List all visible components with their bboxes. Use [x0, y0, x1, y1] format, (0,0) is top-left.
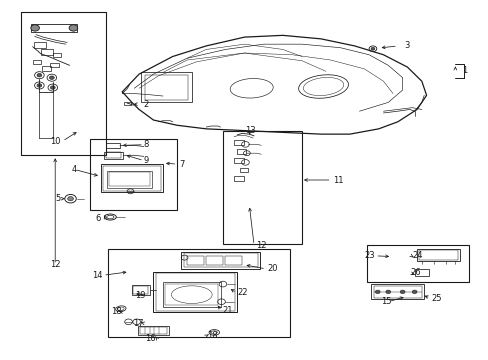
Bar — [416, 249, 459, 261]
Bar — [109, 172, 150, 186]
Text: 3: 3 — [404, 41, 409, 50]
Bar — [239, 168, 248, 172]
Bar — [373, 286, 421, 298]
Text: 6: 6 — [96, 214, 101, 223]
Text: 20: 20 — [266, 264, 277, 273]
Bar — [108, 249, 289, 337]
Text: 16: 16 — [144, 334, 155, 343]
Bar — [206, 256, 223, 265]
Text: 17: 17 — [133, 319, 143, 328]
Circle shape — [69, 25, 78, 31]
Bar — [233, 176, 243, 181]
Text: 19: 19 — [135, 291, 145, 300]
Circle shape — [385, 290, 390, 294]
Text: 12: 12 — [256, 241, 266, 250]
Bar — [141, 72, 191, 102]
Circle shape — [37, 84, 41, 87]
Bar — [183, 253, 257, 267]
Bar — [132, 285, 150, 294]
Circle shape — [49, 76, 54, 80]
Bar — [34, 42, 45, 48]
Circle shape — [375, 290, 379, 294]
Circle shape — [50, 86, 55, 89]
Bar — [42, 66, 51, 71]
Bar — [50, 63, 59, 67]
Text: 15: 15 — [381, 297, 391, 306]
Circle shape — [399, 290, 404, 294]
Text: 22: 22 — [237, 288, 248, 297]
Text: 10: 10 — [50, 137, 61, 146]
Bar — [105, 143, 120, 148]
Bar — [41, 49, 53, 55]
Bar — [414, 269, 428, 276]
Bar — [20, 13, 105, 155]
Bar — [371, 284, 424, 299]
Text: 25: 25 — [430, 294, 441, 303]
Bar — [105, 153, 121, 158]
Bar — [101, 164, 163, 192]
Bar — [133, 286, 147, 294]
Bar — [233, 140, 243, 145]
Circle shape — [370, 48, 374, 50]
Bar — [223, 131, 302, 243]
Bar — [31, 24, 77, 32]
Text: 14: 14 — [91, 271, 102, 280]
Bar — [225, 256, 242, 265]
Text: 2: 2 — [143, 100, 148, 109]
Bar — [153, 272, 237, 312]
Bar — [140, 328, 167, 334]
Bar — [144, 75, 188, 100]
Text: 7: 7 — [179, 159, 184, 168]
Text: 5: 5 — [55, 194, 60, 203]
Bar — [181, 252, 260, 269]
Text: 9: 9 — [143, 156, 148, 165]
Bar — [237, 149, 245, 154]
Bar — [163, 282, 220, 307]
Bar — [53, 53, 61, 57]
Text: 4: 4 — [72, 165, 77, 174]
Bar — [419, 250, 457, 260]
Bar — [366, 245, 468, 282]
Text: 23: 23 — [364, 251, 375, 260]
Bar — [165, 284, 218, 305]
Text: 11: 11 — [332, 176, 343, 185]
Bar — [33, 60, 41, 64]
Bar — [107, 171, 152, 188]
Text: 18: 18 — [110, 307, 121, 316]
Text: 21: 21 — [222, 306, 232, 315]
Circle shape — [37, 73, 41, 77]
Text: 1: 1 — [461, 66, 467, 75]
Bar — [138, 326, 169, 335]
Bar — [123, 102, 131, 105]
Text: 24: 24 — [412, 251, 422, 260]
Text: 26: 26 — [410, 268, 421, 277]
Circle shape — [411, 290, 416, 294]
Text: 8: 8 — [143, 140, 149, 149]
Bar — [90, 139, 177, 210]
Bar — [186, 256, 203, 265]
Bar — [233, 158, 243, 163]
Text: 13: 13 — [244, 126, 255, 135]
Bar — [103, 166, 160, 190]
Circle shape — [67, 197, 73, 201]
Text: 18: 18 — [206, 332, 217, 341]
Text: 12: 12 — [50, 260, 61, 269]
Bar — [104, 152, 123, 159]
Bar — [156, 274, 234, 311]
Circle shape — [31, 25, 40, 31]
